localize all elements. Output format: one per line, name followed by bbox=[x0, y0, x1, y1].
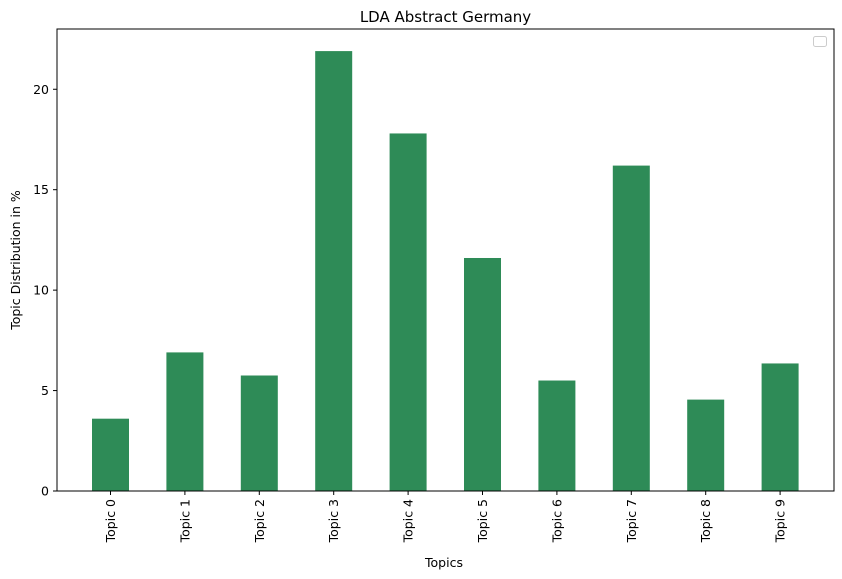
bar bbox=[92, 418, 129, 491]
bar bbox=[761, 363, 799, 491]
y-axis-label: Topic Distribution in % bbox=[8, 190, 23, 331]
x-tick-label: Topic 2 bbox=[252, 499, 267, 543]
x-tick-label: Topic 8 bbox=[698, 499, 713, 543]
x-tick-label: Topic 1 bbox=[177, 499, 192, 543]
bar bbox=[166, 352, 204, 491]
x-tick-label: Topic 3 bbox=[326, 499, 341, 543]
plot-frame bbox=[56, 28, 835, 492]
y-tick-label: 0 bbox=[41, 484, 49, 499]
x-tick-label: Topic 4 bbox=[401, 499, 416, 543]
bar bbox=[538, 380, 576, 491]
y-tick-label: 5 bbox=[41, 383, 49, 398]
x-tick-label: Topic 5 bbox=[475, 499, 490, 543]
bar bbox=[315, 51, 353, 492]
bar bbox=[464, 257, 501, 491]
x-tick-label: Topic 7 bbox=[624, 499, 639, 543]
bar bbox=[240, 375, 278, 491]
bar bbox=[389, 133, 427, 491]
y-axis-ticks: 0 5 10 15 20 bbox=[33, 82, 57, 499]
legend-box bbox=[813, 36, 827, 47]
bars-group bbox=[92, 51, 799, 492]
x-axis-ticks: Topic 0 Topic 1 Topic 2 Topic 3 Topic 4 Topic… bbox=[103, 491, 788, 543]
chart-title: LDA Abstract Germany bbox=[360, 8, 531, 26]
x-axis-label: Topics bbox=[424, 555, 463, 570]
x-tick-label: Topic 0 bbox=[103, 499, 118, 543]
bar bbox=[687, 399, 725, 491]
y-tick-label: 20 bbox=[33, 82, 49, 97]
y-tick-label: 10 bbox=[33, 283, 49, 298]
bar bbox=[612, 165, 650, 491]
y-tick-label: 15 bbox=[33, 182, 49, 197]
x-tick-label: Topic 6 bbox=[549, 499, 564, 543]
x-tick-label: Topic 9 bbox=[773, 499, 788, 543]
